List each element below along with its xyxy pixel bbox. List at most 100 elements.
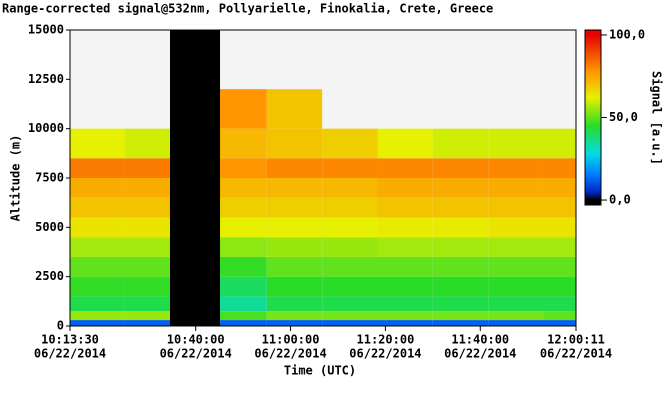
heatmap-cell [488, 158, 544, 178]
heatmap-cell [266, 178, 323, 198]
heatmap-cell [220, 89, 267, 129]
y-tick-label: 2500 [35, 269, 64, 283]
heatmap-cell [488, 311, 544, 321]
heatmap-cell [377, 128, 433, 159]
heatmap-cell [266, 158, 323, 178]
x-tick-label: 10:13:30 [41, 333, 99, 347]
heatmap-cell [266, 89, 323, 129]
heatmap-cell [432, 178, 489, 198]
x-tick-date: 06/22/2014 [540, 347, 612, 361]
heatmap-cell [220, 217, 267, 238]
heatmap-cell [322, 276, 378, 297]
heatmap-cell [70, 217, 125, 238]
heatmap-cell [220, 197, 267, 218]
heatmap-cell [70, 320, 125, 326]
heatmap-cell [432, 256, 489, 277]
heatmap-cell [377, 320, 433, 326]
heatmap-cell [488, 128, 544, 159]
heatmap-cell [266, 217, 323, 238]
heatmap-cell [266, 197, 323, 218]
heatmap-cell [322, 158, 378, 178]
heatmap-cell [543, 296, 576, 312]
heatmap-cell [70, 276, 125, 297]
heatmap-cell [488, 276, 544, 297]
heatmap-cell [220, 178, 267, 198]
heatmap-cell [124, 178, 170, 198]
heatmap-cell [488, 237, 544, 257]
heatmap-cell [124, 296, 170, 312]
heatmap-cell [322, 311, 378, 321]
heatmap-cell [432, 128, 489, 159]
heatmap-cell [543, 197, 576, 218]
heatmap-cell [377, 296, 433, 312]
heatmap-cell [377, 197, 433, 218]
heatmap-cell [70, 296, 125, 312]
heatmap-cell [220, 311, 267, 321]
heatmap-cell [70, 197, 125, 218]
heatmap-cell [220, 256, 267, 277]
x-tick-date: 06/22/2014 [34, 347, 106, 361]
heatmap-cell [377, 276, 433, 297]
heatmap-cell [488, 197, 544, 218]
heatmap-cell [124, 197, 170, 218]
x-axis-label: Time (UTC) [284, 364, 356, 378]
heatmap-cell [432, 158, 489, 178]
heatmap-cell [266, 311, 323, 321]
heatmap-cell [322, 256, 378, 277]
heatmap-cell [543, 158, 576, 178]
heatmap-cell [543, 237, 576, 257]
heatmap-cell [266, 237, 323, 257]
heatmap-cell [266, 296, 323, 312]
heatmap-cell [543, 128, 576, 159]
heatmap-cell [432, 320, 489, 326]
heatmap-cell [543, 256, 576, 277]
x-tick-date: 06/22/2014 [160, 347, 232, 361]
heatmap-cell [432, 237, 489, 257]
heatmap-cell [432, 311, 489, 321]
x-tick-date: 06/22/2014 [444, 347, 516, 361]
heatmap-cell [377, 256, 433, 277]
heatmap-cell [266, 128, 323, 159]
heatmap-cell [266, 276, 323, 297]
colorbar-tick-label: 100,0 [609, 27, 645, 41]
y-tick-label: 7500 [35, 171, 64, 185]
heatmap-cell [220, 296, 267, 312]
y-tick-label: 5000 [35, 220, 64, 234]
heatmap-cell [377, 217, 433, 238]
heatmap-cell [70, 311, 125, 321]
no-data-gap [169, 30, 221, 326]
heatmap-cell [322, 237, 378, 257]
heatmap-cell [377, 158, 433, 178]
x-tick-date: 06/22/2014 [349, 347, 421, 361]
x-tick-date: 06/22/2014 [254, 347, 326, 361]
colorbar-tick-label: 50,0 [609, 110, 638, 124]
heatmap-cell [377, 237, 433, 257]
y-tick-label: 12500 [28, 72, 64, 86]
heatmap-cell [124, 237, 170, 257]
heatmap-cell [220, 128, 267, 159]
heatmap-cell [220, 158, 267, 178]
heatmap-cell [124, 256, 170, 277]
heatmap-cell [70, 256, 125, 277]
heatmap-cell [70, 237, 125, 257]
heatmap-cell [124, 320, 170, 326]
heatmap-cell [220, 320, 267, 326]
heatmap-cell [432, 217, 489, 238]
heatmap-cell [322, 217, 378, 238]
x-tick-label: 10:40:00 [167, 333, 225, 347]
heatmap-cell [70, 158, 125, 178]
colorbar-label: Signal [a.u.] [650, 71, 664, 165]
heatmap-cell [266, 256, 323, 277]
heatmap-cell [432, 197, 489, 218]
heatmap-cell [543, 311, 576, 321]
x-tick-label: 11:40:00 [451, 333, 509, 347]
heatmap-cell [488, 320, 544, 326]
heatmap-cell [543, 178, 576, 198]
heatmap-cell [377, 311, 433, 321]
heatmap-cell [488, 256, 544, 277]
heatmap-cell [124, 128, 170, 159]
heatmap-cell [322, 320, 378, 326]
heatmap-cell [322, 296, 378, 312]
colorbar [584, 29, 602, 206]
